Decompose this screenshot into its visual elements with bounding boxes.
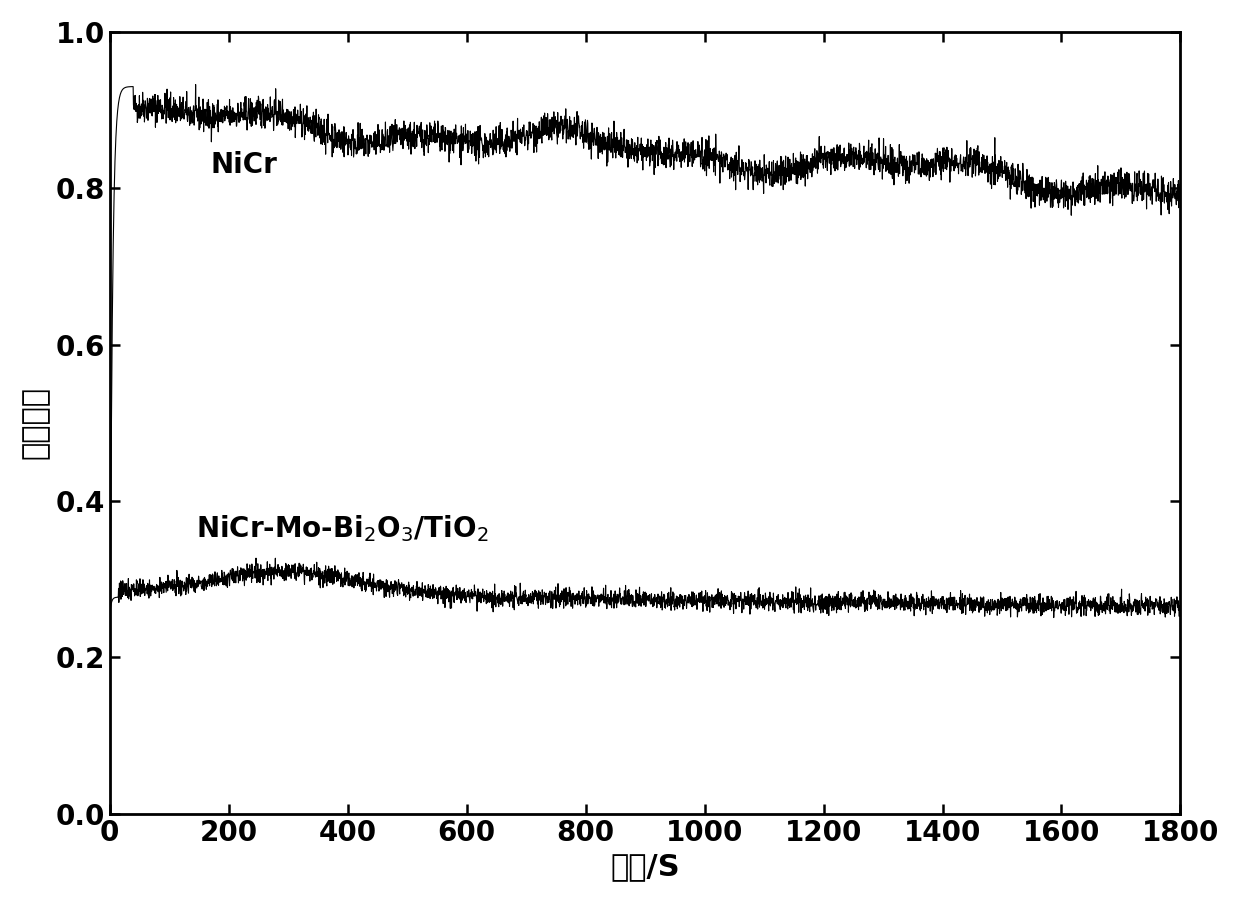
Y-axis label: 摩擦系数: 摩擦系数 [21,386,50,459]
X-axis label: 时间/S: 时间/S [610,852,680,881]
Text: NiCr: NiCr [211,151,278,179]
Text: NiCr-Mo-Bi$_2$O$_3$/TiO$_2$: NiCr-Mo-Bi$_2$O$_3$/TiO$_2$ [196,513,489,544]
